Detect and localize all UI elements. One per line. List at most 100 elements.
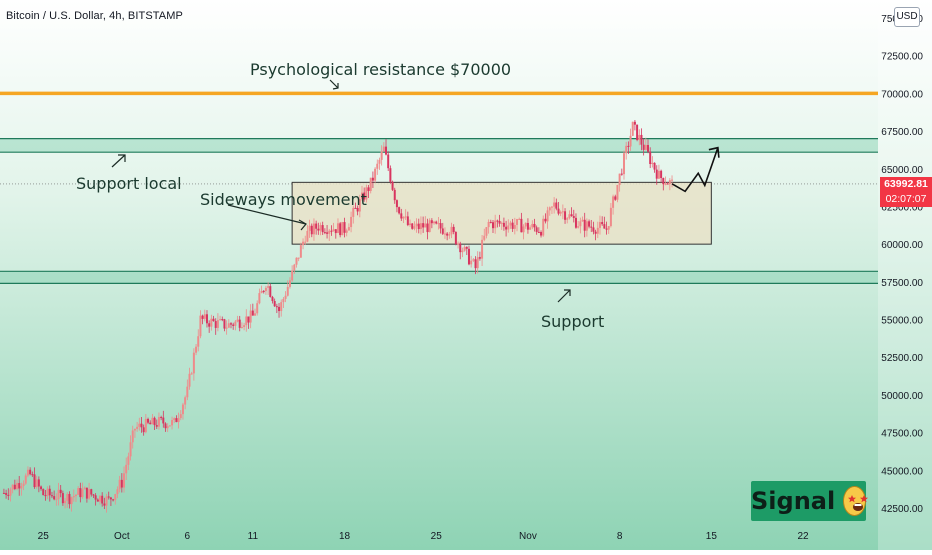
candle [7,488,10,501]
candle-body [116,489,119,495]
candle-body [387,154,390,169]
candle [42,488,45,496]
candle-body [612,196,615,208]
candle-body [171,420,174,426]
candle [221,316,224,322]
candle [343,217,346,238]
candle [120,473,123,493]
y-tick-label: 45000.00 [881,466,923,477]
candle [470,255,473,268]
candle-body [594,231,597,234]
candle [400,208,403,221]
candle [360,185,363,201]
candle [105,493,108,513]
candle [22,480,25,491]
candle-body [219,319,222,321]
candle [249,304,252,329]
candle [107,491,110,500]
candle-body [247,316,250,323]
candle-body [64,500,67,504]
candle-body [502,222,505,227]
candle-body [605,228,608,230]
candle-body [535,227,538,232]
candle [657,164,660,180]
candle-body [144,418,147,433]
candle-body [26,469,29,476]
candle-body [583,219,586,231]
candle-body [513,224,516,229]
candle [64,497,67,509]
candle [382,142,385,152]
candle-body [249,310,252,323]
candle-body [334,229,337,234]
candle [216,313,219,332]
candle [603,216,606,229]
candle-body [636,124,639,140]
candle-body [81,489,84,498]
candle-body [345,230,348,233]
candle-body [332,229,335,232]
candle-body [5,493,8,495]
candle [339,221,342,238]
candle-body [90,489,93,495]
candle [140,417,143,433]
candle [326,224,329,239]
candle-body [496,220,499,222]
projection-path[interactable] [671,147,719,193]
candle-body [664,183,667,185]
candle [195,344,198,356]
candle [612,194,615,215]
candle [251,303,254,316]
candle [505,220,508,237]
currency-button[interactable]: USD [894,7,920,27]
candle [487,219,490,234]
candle [234,319,237,331]
candle-body [157,417,160,427]
candle-body [22,483,25,487]
candle [24,473,27,485]
candle-countdown-label: 02:07:07 [880,192,932,207]
candle [592,221,595,235]
candle-body [483,235,486,240]
candle [284,291,287,303]
candle [406,211,409,227]
candle-body [35,479,38,488]
candle-body [127,456,130,465]
candle-body [190,373,193,375]
candle [472,258,475,263]
candle [299,242,302,258]
candle-body [500,222,503,224]
candle [328,228,331,241]
candle-body [269,286,272,297]
candle [481,235,484,266]
candle [524,222,527,229]
candle [583,212,586,238]
candle-body [629,135,632,147]
candle [653,162,656,173]
candle-body [592,227,595,232]
candle [546,206,549,229]
candle [352,205,355,224]
candle [529,225,532,231]
candle-body [461,250,464,253]
candle [498,214,501,227]
candle [588,219,591,229]
candle [491,219,494,234]
candle-body [118,479,121,490]
candle-body [570,214,573,217]
candle-body [293,264,296,271]
x-tick-label: 8 [617,531,623,542]
candle [439,219,442,234]
candle [282,297,285,309]
candle-body [638,134,641,140]
candle [476,251,479,274]
candle [605,221,608,235]
candle [288,277,291,289]
candle-body [620,173,623,175]
candle-body [649,151,652,165]
candle-body [406,216,409,226]
candle [411,223,414,230]
y-tick-label: 65000.00 [881,165,923,176]
